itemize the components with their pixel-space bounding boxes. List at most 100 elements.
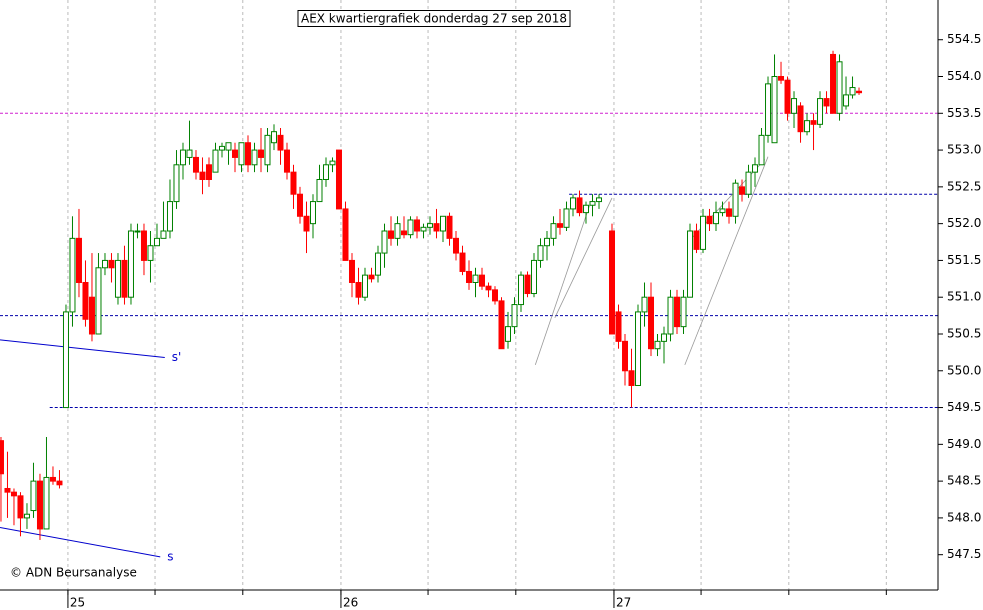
candle-body bbox=[635, 311, 642, 386]
candle-body bbox=[88, 296, 95, 335]
candle-body bbox=[374, 252, 381, 276]
candle-body bbox=[277, 134, 284, 151]
candle-body bbox=[56, 480, 63, 486]
candle-body bbox=[108, 259, 115, 269]
x-tick-label: 27 bbox=[616, 596, 631, 610]
candle-body bbox=[518, 274, 525, 306]
x-tick-label: 26 bbox=[343, 596, 358, 610]
candle-body bbox=[322, 164, 329, 181]
candle-body bbox=[140, 230, 147, 261]
candle-body bbox=[680, 296, 687, 328]
candle-body bbox=[49, 476, 56, 482]
candle-body bbox=[69, 237, 76, 313]
candle-body bbox=[426, 223, 433, 228]
candle-body bbox=[283, 149, 290, 173]
candle-body bbox=[817, 98, 824, 125]
candle-body bbox=[823, 98, 830, 107]
y-tick-label: 551.0 bbox=[947, 290, 981, 304]
candle-body bbox=[270, 131, 277, 144]
y-tick-label: 548.5 bbox=[947, 474, 981, 488]
candle-body bbox=[329, 160, 336, 166]
candle-body bbox=[693, 230, 700, 250]
candle-body bbox=[544, 237, 551, 247]
candle-body bbox=[335, 149, 342, 210]
candle-body bbox=[498, 300, 505, 350]
trend-label: s bbox=[167, 549, 173, 563]
candle-body bbox=[446, 215, 453, 239]
channel-line bbox=[534, 204, 591, 366]
candle-body bbox=[400, 230, 407, 236]
candle-body bbox=[810, 120, 817, 125]
candle-body bbox=[804, 120, 811, 133]
candle-body bbox=[394, 223, 401, 239]
candle-body bbox=[303, 215, 310, 232]
y-tick-label: 548.0 bbox=[947, 510, 981, 524]
candle-body bbox=[238, 142, 245, 166]
candle-body bbox=[192, 156, 199, 173]
candle-body bbox=[739, 186, 746, 195]
candle-body bbox=[23, 513, 30, 519]
credit: © ADN Beursanalyse bbox=[10, 566, 137, 580]
candle-body bbox=[472, 274, 479, 283]
candle-body bbox=[576, 197, 583, 214]
candle-body bbox=[199, 171, 206, 181]
candle-body bbox=[531, 259, 538, 295]
candle-body bbox=[127, 230, 134, 298]
candle-body bbox=[75, 237, 82, 283]
candle-body bbox=[121, 259, 128, 298]
y-tick-label: 554.0 bbox=[947, 69, 981, 83]
candle-body bbox=[186, 149, 193, 158]
candle-body bbox=[439, 215, 446, 232]
title-box bbox=[297, 10, 571, 27]
candle-body bbox=[719, 208, 726, 214]
candle-body bbox=[641, 296, 648, 313]
candle-body bbox=[765, 83, 772, 136]
candle-body bbox=[583, 204, 590, 214]
candle-body bbox=[505, 326, 512, 342]
candle-body bbox=[342, 208, 349, 261]
channel-line bbox=[684, 156, 769, 366]
channel-line bbox=[554, 197, 613, 318]
y-tick-label: 549.0 bbox=[947, 437, 981, 451]
candle-body bbox=[661, 333, 668, 342]
candle-body bbox=[732, 182, 739, 217]
candle-body bbox=[212, 149, 219, 173]
candle-body bbox=[726, 208, 733, 217]
candle-body bbox=[0, 440, 4, 475]
candle-body bbox=[36, 480, 43, 530]
candle-body bbox=[622, 340, 629, 372]
trend-label: s' bbox=[172, 350, 182, 364]
candle-body bbox=[687, 230, 694, 298]
candle-body bbox=[771, 76, 778, 144]
candle-body bbox=[17, 495, 24, 519]
candle-body bbox=[160, 230, 167, 239]
candle-body bbox=[10, 491, 17, 497]
candle-body bbox=[82, 281, 89, 320]
candle-body bbox=[596, 197, 603, 203]
candle-body bbox=[570, 197, 577, 210]
candle-body bbox=[433, 223, 440, 232]
y-tick-label: 550.0 bbox=[947, 363, 981, 377]
y-tick-label: 553.0 bbox=[947, 143, 981, 157]
candle-body bbox=[849, 87, 856, 96]
candle-body bbox=[713, 212, 720, 225]
candle-body bbox=[153, 237, 160, 247]
candle-body bbox=[648, 296, 655, 350]
candle-body bbox=[615, 311, 622, 342]
candle-body bbox=[173, 164, 180, 203]
candle-body bbox=[511, 304, 518, 328]
candle-body bbox=[479, 274, 486, 287]
candle-body bbox=[387, 230, 394, 239]
candle-body bbox=[609, 230, 616, 335]
y-tick-label: 553.5 bbox=[947, 106, 981, 120]
candle-body bbox=[251, 149, 258, 166]
candle-body bbox=[667, 296, 674, 335]
candle-body bbox=[407, 219, 414, 236]
candle-body bbox=[452, 237, 459, 254]
candle-body bbox=[316, 179, 323, 203]
chart-title: AEX kwartiergrafiek donderdag 27 sep 201… bbox=[301, 12, 567, 26]
candle-body bbox=[420, 226, 427, 232]
candle-body bbox=[856, 90, 863, 94]
candle-body bbox=[355, 281, 362, 298]
